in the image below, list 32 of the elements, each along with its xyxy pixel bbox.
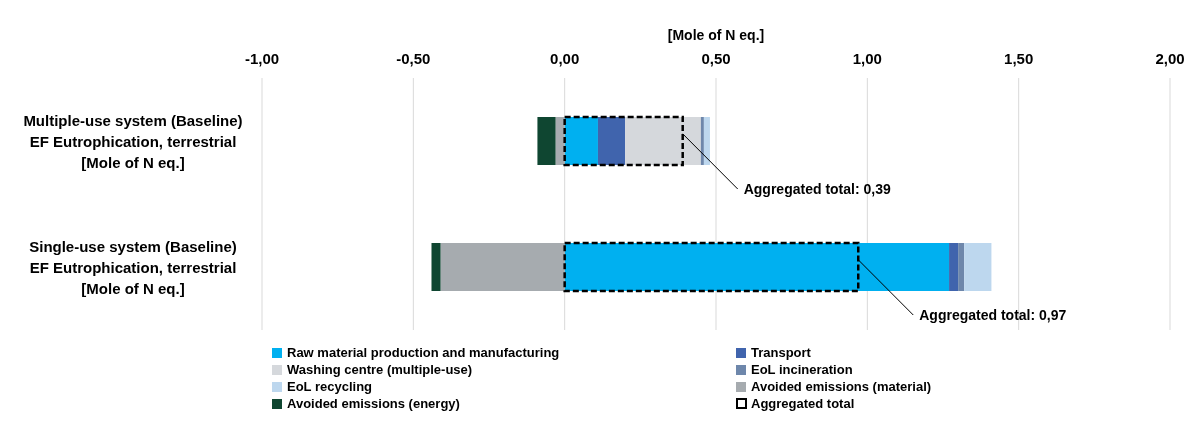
bar: [700, 117, 704, 165]
bar: [537, 117, 556, 165]
x-axis-title: [Mole of N eq.]: [667, 27, 765, 43]
bar: [703, 117, 710, 165]
x-tick-label: -0,50: [396, 50, 431, 67]
x-tick-label: 0,50: [701, 50, 731, 67]
bar: [958, 243, 965, 291]
legend-label: Avoided emissions (energy): [287, 396, 460, 411]
bar: [431, 243, 441, 291]
bar: [440, 243, 565, 291]
legend-label: Transport: [751, 345, 811, 360]
bar: [949, 243, 959, 291]
data-label: Aggregated total: 0,97: [919, 307, 1067, 323]
bar: [597, 117, 626, 165]
bar: [564, 117, 598, 165]
y-tick-label: Multiple-use system (Baseline) EF Eutrophication, terrestrial [Mole of N eq.]: [23, 111, 243, 171]
legend-label: EoL incineration: [751, 362, 853, 377]
data-label: Aggregated total: 0,39: [743, 181, 891, 197]
x-tick-label: 1,50: [1004, 50, 1034, 67]
x-tick-label: 0,00: [550, 50, 580, 67]
x-tick-label: 1,00: [852, 50, 882, 67]
legend-label: Aggregated total: [751, 396, 855, 411]
bar: [564, 243, 950, 291]
bar: [964, 243, 992, 291]
bar: [625, 117, 701, 165]
legend-label: EoL recycling: [287, 379, 373, 394]
y-tick-label: Single-use system (Baseline) EF Eutrophication, terrestrial [Mole of N eq.]: [29, 237, 237, 297]
x-tick-label: 2,00: [1155, 50, 1185, 67]
legend-label: Raw material production and manufacturing: [287, 345, 560, 360]
legend-label: Avoided emissions (material): [751, 379, 932, 394]
legend-label: Washing centre (multiple-use): [287, 362, 473, 377]
x-tick-label: -1,00: [244, 50, 280, 67]
